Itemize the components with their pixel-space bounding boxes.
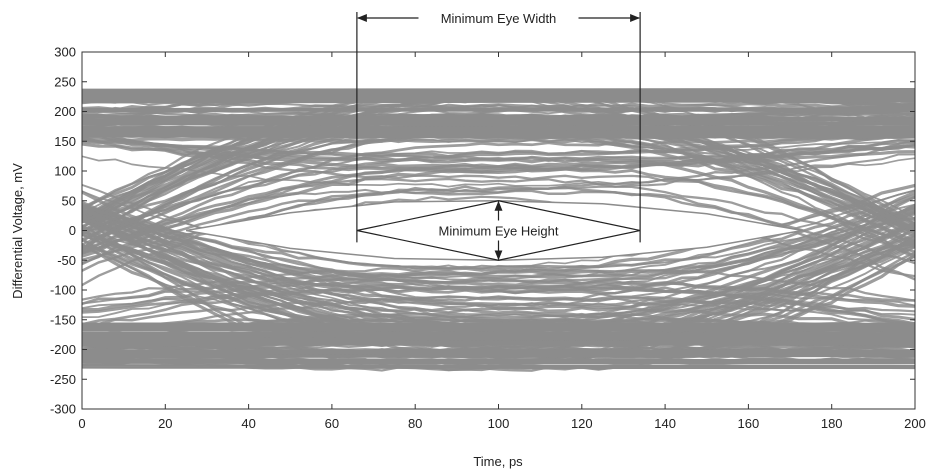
x-tick-label: 160	[738, 416, 760, 431]
eye-trace	[82, 365, 915, 366]
y-tick-label: -100	[50, 283, 76, 298]
y-tick-label: -200	[50, 342, 76, 357]
eye-trace	[82, 132, 915, 133]
eye-trace	[82, 110, 915, 111]
x-tick-label: 60	[325, 416, 339, 431]
y-tick-label: -300	[50, 402, 76, 417]
eye-height-label: Minimum Eye Height	[439, 224, 559, 239]
eye-trace	[82, 356, 915, 357]
eye-trace	[82, 327, 915, 328]
eye-trace	[82, 359, 915, 360]
eye-trace	[82, 117, 915, 118]
x-tick-label: 140	[654, 416, 676, 431]
y-tick-label: -250	[50, 372, 76, 387]
eye-trace	[82, 136, 915, 137]
eye-trace	[82, 343, 915, 344]
y-tick-label: 250	[54, 74, 76, 89]
x-tick-label: 80	[408, 416, 422, 431]
y-axis-title: Differential Voltage, mV	[10, 163, 25, 299]
eye-trace	[82, 120, 915, 121]
x-tick-label: 40	[241, 416, 255, 431]
x-tick-label: 0	[78, 416, 85, 431]
eye-trace	[82, 98, 915, 99]
x-tick-label: 120	[571, 416, 593, 431]
y-tick-label: 150	[54, 134, 76, 149]
y-tick-label: 100	[54, 164, 76, 179]
y-tick-label: 50	[62, 193, 76, 208]
x-tick-label: 200	[904, 416, 926, 431]
y-tick-label: 300	[54, 45, 76, 60]
y-tick-label: -150	[50, 312, 76, 327]
y-tick-label: 0	[69, 223, 76, 238]
y-tick-label: -50	[57, 253, 76, 268]
eye-trace	[82, 92, 915, 93]
y-tick-label: 200	[54, 104, 76, 119]
x-tick-label: 20	[158, 416, 172, 431]
x-tick-label: 180	[821, 416, 843, 431]
eye-trace	[82, 127, 915, 128]
x-tick-label: 100	[488, 416, 510, 431]
eye-trace	[82, 339, 915, 340]
eye-width-label: Minimum Eye Width	[441, 11, 557, 26]
eye-trace	[82, 335, 915, 336]
x-axis-title: Time, ps	[473, 454, 523, 469]
